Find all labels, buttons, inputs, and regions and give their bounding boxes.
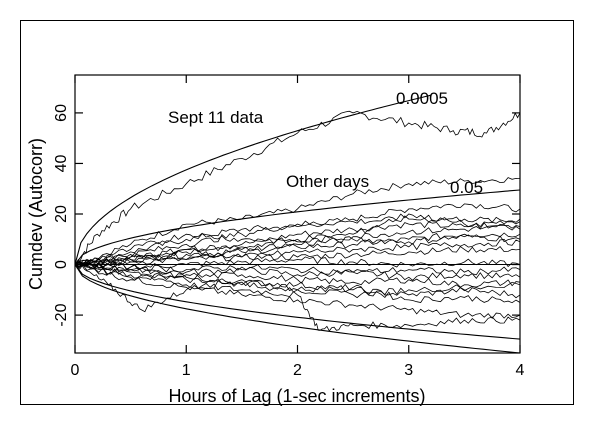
series-other-day-11: [75, 215, 520, 265]
y-tick-label-4: 60: [53, 104, 70, 122]
series-other-day-13: [75, 234, 520, 266]
envelope-3: [75, 264, 520, 353]
series-other-day-3: [75, 218, 520, 265]
annotation-p-0005: 0.0005: [396, 89, 448, 108]
x-tick-label-0: 0: [71, 362, 80, 379]
plot-area: [74, 74, 521, 354]
x-axis-label: Hours of Lag (1-sec increments): [168, 386, 425, 406]
x-axis: 0 1 2 3 4: [71, 75, 525, 379]
y-axis-label: Cumdev (Autocorr): [26, 138, 46, 290]
figure-frame: [20, 20, 574, 405]
annotation-other-days: Other days: [286, 172, 369, 191]
series-other-day-9: [75, 264, 520, 319]
annotation-sept11: Sept 11 data: [168, 108, 264, 127]
x-tick-label-1: 1: [182, 362, 191, 379]
envelope-2: [75, 264, 520, 340]
x-tick-label-3: 3: [404, 362, 413, 379]
series-other-day-16: [75, 262, 520, 304]
series-other-day-10: [75, 264, 520, 313]
y-tick-label-0: -20: [53, 303, 70, 326]
y-tick-label-3: 40: [53, 154, 70, 172]
x-tick-label-4: 4: [516, 362, 525, 379]
series-lines: [75, 110, 520, 332]
significance-envelopes: [75, 94, 520, 353]
series-other-day-6: [75, 256, 520, 271]
series-other-day-1: [75, 177, 520, 266]
series-sept11: [75, 110, 520, 265]
series-other-day-8: [75, 263, 520, 299]
y-axis: -20 0 20 40 60: [53, 104, 520, 327]
series-other-day-19: [75, 213, 520, 266]
series-other-day-12: [75, 264, 520, 332]
series-other-day-18: [75, 261, 520, 276]
x-tick-label-2: 2: [293, 362, 302, 379]
y-tick-label-1: 0: [53, 260, 70, 269]
annotation-p-05: 0.05: [450, 178, 483, 197]
series-other-day-15: [75, 224, 520, 266]
y-tick-label-2: 20: [53, 205, 70, 223]
series-other-day-17: [75, 238, 520, 268]
plot-border: [74, 74, 521, 354]
series-other-day-7: [75, 262, 520, 281]
series-other-day-2: [75, 203, 520, 266]
envelope-0: [75, 94, 432, 265]
series-other-day-5: [75, 245, 520, 268]
envelope-1: [75, 189, 520, 265]
series-other-day-14: [75, 261, 520, 288]
